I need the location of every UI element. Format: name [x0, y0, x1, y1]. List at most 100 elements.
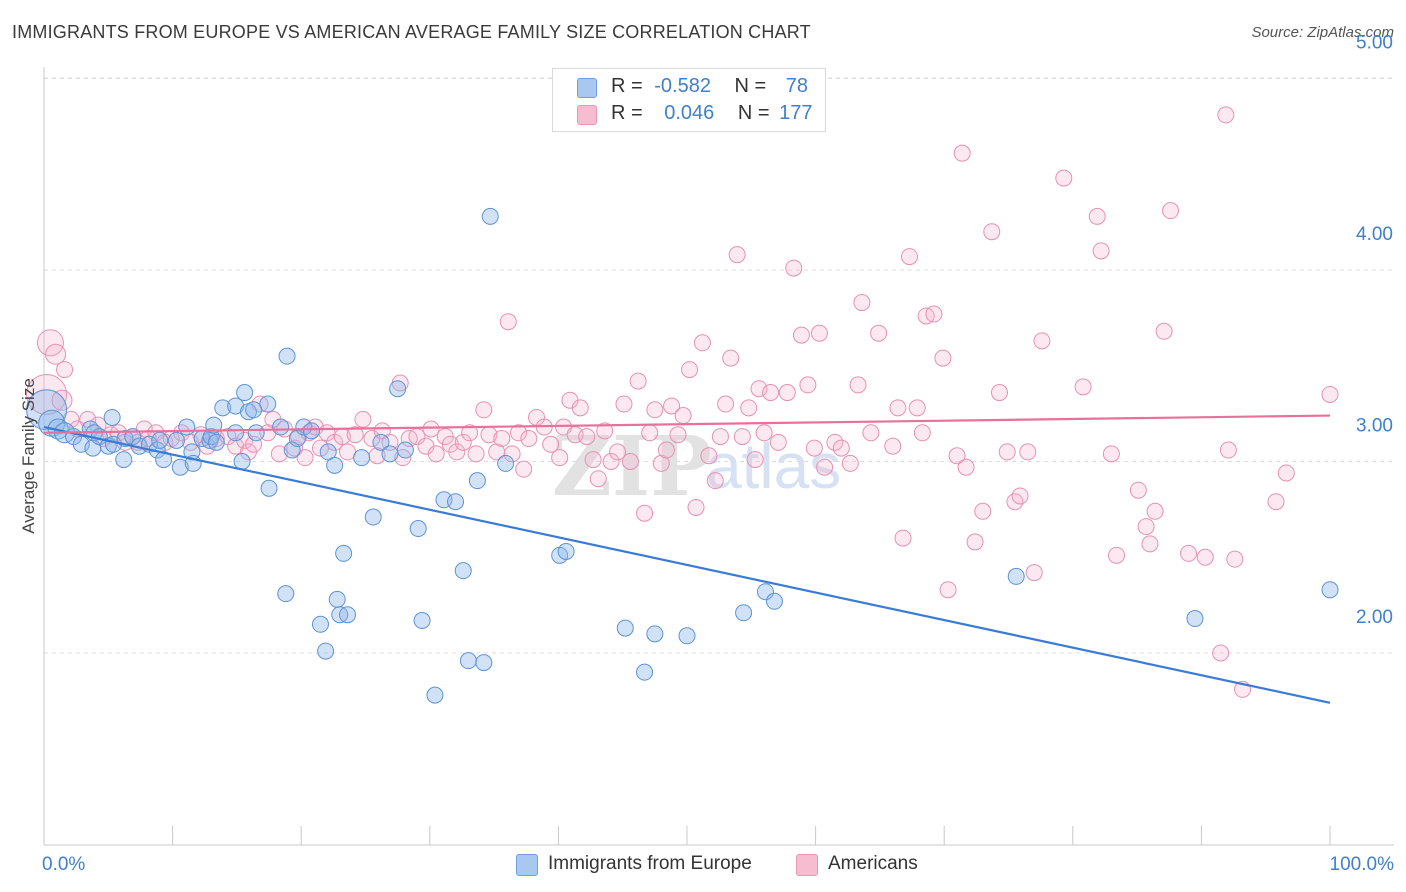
europe-point: [115, 451, 133, 469]
bottom-legend: Immigrants from Europe Americans: [0, 852, 1406, 878]
american-point: [467, 445, 485, 463]
europe-point: [454, 562, 472, 580]
american-point: [778, 384, 796, 402]
american-point: [578, 428, 596, 446]
legend-n-label: N =: [737, 102, 770, 124]
europe-point: [765, 592, 783, 610]
american-point: [657, 441, 675, 459]
american-point: [1102, 445, 1120, 463]
europe-point: [178, 418, 196, 436]
american-point: [1226, 550, 1244, 568]
american-point: [1019, 443, 1037, 461]
europe-trend-line: [43, 425, 1331, 704]
europe-point: [636, 663, 654, 681]
american-point: [346, 426, 364, 444]
american-point: [646, 401, 664, 419]
american-point: [589, 470, 607, 488]
europe-point: [302, 422, 320, 440]
american-point: [36, 329, 64, 357]
american-point: [853, 294, 871, 312]
american-point: [939, 581, 957, 599]
europe-point: [497, 454, 515, 472]
american-point: [596, 422, 614, 440]
american-point: [953, 144, 971, 162]
american-point: [746, 451, 764, 469]
american-point: [1011, 487, 1029, 505]
american-point: [966, 533, 984, 551]
american-point: [974, 502, 992, 520]
american-point: [1196, 548, 1214, 566]
source-note: Source: ZipAtlas.com: [1251, 24, 1394, 41]
y-tick-label: 2.00: [1356, 607, 1393, 628]
europe-point: [735, 604, 753, 622]
europe-point: [372, 433, 390, 451]
legend-box: R = -0.582 N = 78 R = 0.046 N = 177: [552, 68, 826, 132]
american-point: [641, 424, 659, 442]
american-point: [1108, 546, 1126, 564]
bottom-legend-label-europe: Immigrants from Europe: [548, 853, 752, 874]
europe-point: [413, 611, 431, 629]
american-point: [706, 472, 724, 490]
europe-point: [646, 625, 664, 643]
american-point: [26, 373, 68, 415]
europe-point: [236, 384, 254, 402]
europe-point: [277, 585, 295, 603]
american-point: [493, 430, 511, 448]
american-point: [652, 454, 670, 472]
y-tick-label: 4.00: [1356, 224, 1393, 245]
europe-point: [338, 606, 356, 624]
american-point: [998, 443, 1016, 461]
legend-n-label: N =: [734, 75, 767, 97]
american-point: [1055, 169, 1073, 187]
american-point: [503, 445, 521, 463]
europe-point: [353, 449, 371, 467]
europe-point: [233, 453, 251, 470]
europe-point: [103, 408, 121, 426]
americans-trend-line: [43, 414, 1331, 434]
american-point: [422, 420, 440, 438]
europe-point: [1186, 610, 1204, 628]
legend-swatch-americans: [577, 105, 597, 125]
europe-point: [468, 472, 486, 490]
american-point: [1162, 202, 1180, 220]
europe-point: [426, 686, 444, 704]
american-point: [728, 246, 746, 264]
europe-point: [207, 433, 225, 451]
europe-point: [272, 418, 290, 436]
europe-point: [328, 590, 346, 608]
american-point: [45, 343, 67, 365]
europe-points: [26, 207, 1339, 704]
american-point: [990, 384, 1008, 402]
american-point: [1025, 564, 1043, 582]
axis-layer: [43, 67, 1394, 846]
europe-point: [171, 458, 189, 476]
american-point: [957, 458, 975, 476]
american-point: [894, 529, 912, 547]
europe-point: [389, 380, 407, 398]
american-point: [755, 424, 773, 442]
europe-point: [481, 207, 499, 225]
american-point: [740, 399, 758, 417]
american-point: [948, 447, 966, 465]
europe-point: [475, 654, 493, 672]
american-point: [1074, 378, 1092, 396]
american-point: [56, 361, 74, 379]
american-point: [810, 324, 828, 342]
american-point: [1321, 385, 1339, 403]
american-point: [663, 397, 681, 415]
europe-point: [227, 424, 245, 442]
europe-point: [26, 389, 68, 431]
american-point: [1137, 518, 1155, 536]
american-point: [826, 433, 844, 451]
american-point: [884, 437, 902, 455]
american-point: [510, 424, 528, 442]
legend-r-label: R =: [611, 75, 643, 97]
american-point: [338, 443, 356, 461]
american-point: [609, 443, 627, 461]
american-point: [805, 439, 823, 457]
watermark-atlas: atlas: [706, 430, 841, 502]
europe-point: [167, 431, 185, 449]
american-point: [674, 407, 692, 425]
bottom-legend-swatch-americans: [796, 854, 818, 876]
american-point: [1146, 502, 1164, 520]
